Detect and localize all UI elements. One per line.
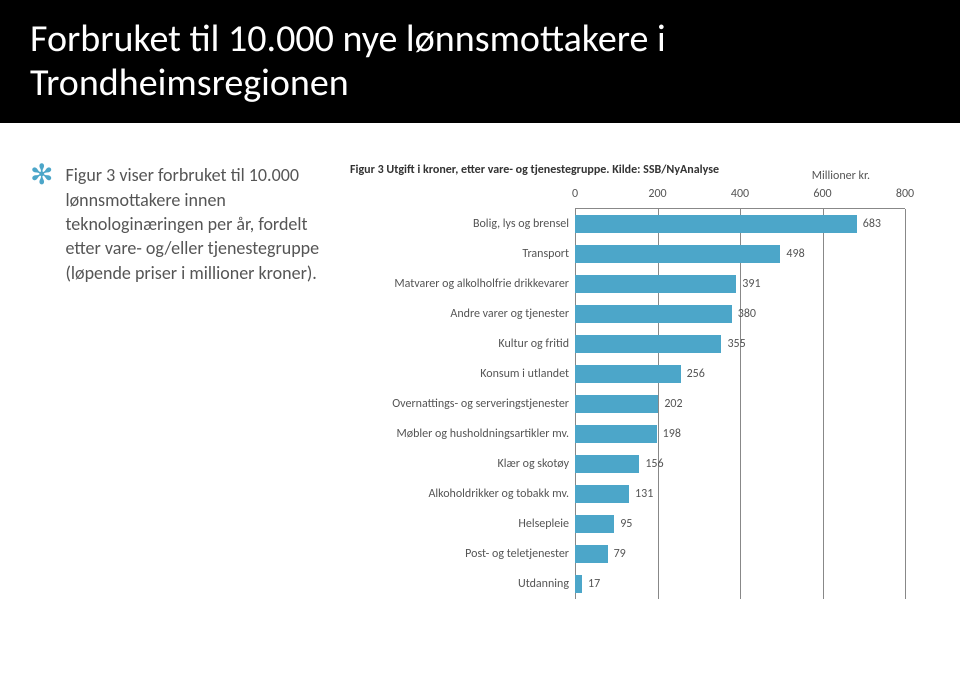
bar-row: 355 [575, 329, 905, 359]
bar: 355 [575, 335, 721, 353]
gridline [905, 209, 906, 599]
bar-value-label: 391 [742, 277, 760, 291]
bar-value-label: 683 [863, 217, 881, 231]
bar-row: 131 [575, 479, 905, 509]
x-tick-label: 0 [572, 187, 578, 201]
category-label: Matvarer og alkolholfrie drikkevarer [394, 269, 569, 299]
bar-value-label: 355 [727, 337, 745, 351]
category-label: Klær og skotøy [497, 449, 569, 479]
category-label: Bolig, lys og brensel [473, 209, 569, 239]
bar: 683 [575, 215, 857, 233]
x-axis: 0200400600800 [575, 187, 905, 209]
x-tick-label: 200 [648, 187, 666, 201]
bar-row: 391 [575, 269, 905, 299]
bar-value-label: 202 [664, 397, 682, 411]
bar: 95 [575, 515, 614, 533]
content-area: ✻ Figur 3 viser forbruket til 10.000 løn… [0, 123, 960, 619]
bar-value-label: 256 [687, 367, 705, 381]
x-tick-label: 400 [731, 187, 749, 201]
bar-row: 380 [575, 299, 905, 329]
bar-row: 198 [575, 419, 905, 449]
bars-container: 683498391380355256202198156131957917 [575, 209, 905, 599]
chart-column: Figur 3 Utgift i kroner, etter vare- og … [350, 163, 940, 599]
bar-row: 498 [575, 239, 905, 269]
axis-unit-label: Millioner kr. [812, 169, 870, 183]
description-column: ✻ Figur 3 viser forbruket til 10.000 løn… [30, 163, 330, 599]
category-label: Post- og teletjenester [465, 539, 569, 569]
bar-value-label: 95 [620, 517, 632, 531]
bar: 498 [575, 245, 780, 263]
bullet-icon: ✻ [30, 161, 53, 189]
category-label: Overnattings- og serveringstjenester [392, 389, 569, 419]
bar: 391 [575, 275, 736, 293]
bar-row: 256 [575, 359, 905, 389]
bar: 17 [575, 575, 582, 593]
bullet-item: ✻ Figur 3 viser forbruket til 10.000 løn… [30, 163, 330, 284]
bar-row: 156 [575, 449, 905, 479]
bar-value-label: 131 [635, 487, 653, 501]
bar-row: 79 [575, 539, 905, 569]
bar: 202 [575, 395, 658, 413]
category-label: Andre varer og tjenester [450, 299, 569, 329]
category-label: Kultur og fritid [498, 329, 569, 359]
bar-row: 95 [575, 509, 905, 539]
category-label: Helsepleie [518, 509, 569, 539]
bar: 131 [575, 485, 629, 503]
title-text: Forbruket til 10.000 nye lønnsmottakere … [30, 16, 666, 106]
bar-value-label: 17 [588, 577, 600, 591]
bar-value-label: 498 [786, 247, 804, 261]
bar-value-label: 380 [738, 307, 756, 321]
category-label: Alkoholdrikker og tobakk mv. [428, 479, 569, 509]
bar-value-label: 156 [645, 457, 663, 471]
category-label: Transport [522, 239, 569, 269]
bar: 156 [575, 455, 639, 473]
category-label: Utdanning [518, 569, 569, 599]
bar-row: 17 [575, 569, 905, 599]
category-label: Konsum i utlandet [480, 359, 569, 389]
bar-row: 683 [575, 209, 905, 239]
bar: 380 [575, 305, 732, 323]
bar-value-label: 79 [614, 547, 626, 561]
chart-area: Bolig, lys og brenselTransportMatvarer o… [350, 187, 940, 599]
x-tick-label: 800 [896, 187, 914, 201]
slide-title: Forbruket til 10.000 nye lønnsmottakere … [0, 0, 960, 123]
y-axis-labels: Bolig, lys og brenselTransportMatvarer o… [350, 187, 575, 599]
plot-area: Millioner kr. 0200400600800 683498391380… [575, 187, 905, 599]
bar: 198 [575, 425, 657, 443]
category-label: Møbler og husholdningsartikler mv. [397, 419, 569, 449]
bar: 79 [575, 545, 608, 563]
bar-row: 202 [575, 389, 905, 419]
description-text: Figur 3 viser forbruket til 10.000 lønns… [65, 163, 330, 284]
bar-value-label: 198 [663, 427, 681, 441]
x-tick-label: 600 [813, 187, 831, 201]
bar: 256 [575, 365, 681, 383]
